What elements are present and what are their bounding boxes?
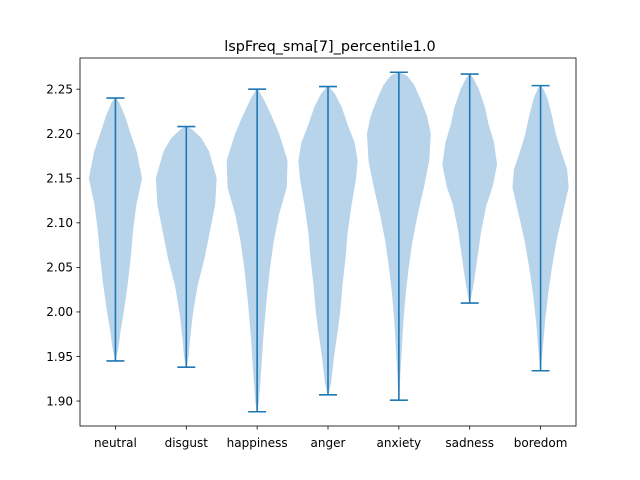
y-tick-label: 1.90 (46, 394, 73, 408)
x-axis: neutral disgust happiness anger anxiety sadne… (94, 426, 567, 450)
x-tick-label-neutral: neutral (94, 436, 137, 450)
chart-title: lspFreq_sma[7]_percentile1.0 (224, 39, 435, 55)
x-tick-label-anger: anger (311, 436, 346, 450)
x-tick-label-boredom: boredom (514, 436, 568, 450)
y-tick-label: 2.05 (46, 261, 73, 275)
plot-frame (79, 57, 577, 427)
x-tick-label-disgust: disgust (165, 436, 209, 450)
violins-group (88, 71, 569, 413)
y-tick-label: 2.15 (46, 172, 73, 186)
y-axis: 1.90 1.95 2.00 2.05 2.10 2.15 2.20 2.25 (46, 82, 80, 408)
x-tick-label-anxiety: anxiety (377, 436, 422, 450)
y-tick-label: 1.95 (46, 350, 73, 364)
y-tick-label: 2.25 (46, 82, 73, 96)
y-tick-label: 2.10 (46, 216, 73, 230)
y-tick-label: 2.00 (46, 305, 73, 319)
y-tick-label: 2.20 (46, 127, 73, 141)
x-tick-label-happiness: happiness (227, 436, 288, 450)
x-tick-label-sadness: sadness (445, 436, 494, 450)
